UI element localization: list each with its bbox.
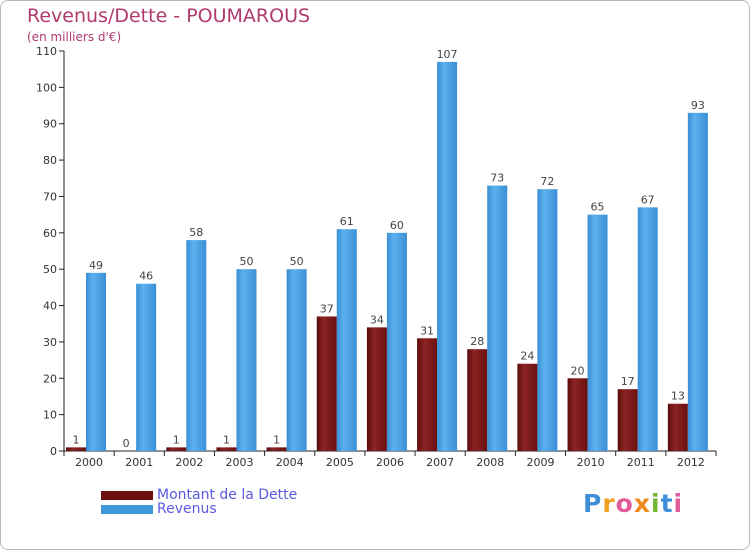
bars <box>66 61 708 452</box>
legend-item-revenus: Revenus <box>101 501 217 517</box>
data-label-revenus: 61 <box>340 215 354 228</box>
bar-dette <box>366 327 387 451</box>
data-label-dette: 1 <box>223 433 230 446</box>
y-tick-label: 70 <box>43 190 57 203</box>
data-label-revenus: 65 <box>591 201 605 214</box>
x-tick-label: 2008 <box>476 456 504 469</box>
proxiti-logo: Proxiti <box>583 489 684 518</box>
y-tick-label: 100 <box>36 81 57 94</box>
data-label-revenus: 60 <box>390 219 404 232</box>
bar-dette <box>467 349 488 451</box>
data-label-dette: 1 <box>273 433 280 446</box>
y-tick-label: 0 <box>50 445 57 458</box>
legend-label-revenus: Revenus <box>157 501 217 517</box>
data-label-dette: 31 <box>420 324 434 337</box>
y-tick-label: 110 <box>36 45 57 58</box>
x-tick-label: 2004 <box>276 456 304 469</box>
x-tick-label: 2000 <box>75 456 103 469</box>
x-tick-label: 2011 <box>627 456 655 469</box>
data-label-revenus: 73 <box>490 172 504 185</box>
bar-revenus <box>687 112 708 452</box>
bar-dette <box>66 447 86 451</box>
x-tick-label: 2001 <box>125 456 153 469</box>
y-tick-label: 50 <box>43 263 57 276</box>
x-tick-label: 2012 <box>677 456 705 469</box>
chart-title: Revenus/Dette - POUMAROUS <box>27 5 311 27</box>
y-tick-label: 30 <box>43 336 57 349</box>
bar-revenus <box>236 269 257 451</box>
y-tick-label: 20 <box>43 372 57 385</box>
data-label-dette: 13 <box>671 390 685 403</box>
data-label-dette: 17 <box>621 375 635 388</box>
data-label-dette: 1 <box>173 433 180 446</box>
x-tick-label: 2005 <box>326 456 354 469</box>
data-label-revenus: 50 <box>239 255 253 268</box>
bar-revenus <box>637 207 658 451</box>
data-label-revenus: 107 <box>437 48 458 61</box>
x-tick-label: 2003 <box>226 456 254 469</box>
bar-dette <box>216 447 237 451</box>
chart-subtitle: (en milliers d'€) <box>27 30 122 44</box>
bar-revenus <box>286 269 307 451</box>
data-label-dette: 37 <box>320 302 334 315</box>
x-tick-label: 2006 <box>376 456 404 469</box>
y-tick-label: 10 <box>43 409 57 422</box>
data-label-revenus: 67 <box>641 193 655 206</box>
bar-dette <box>667 403 688 451</box>
data-label-dette: 20 <box>571 364 585 377</box>
data-label-revenus: 50 <box>290 255 304 268</box>
bar-dette <box>567 378 588 451</box>
x-tick-label: 2010 <box>577 456 605 469</box>
bar-dette <box>266 447 287 451</box>
bar-revenus <box>186 240 207 451</box>
data-label-revenus: 72 <box>540 175 554 188</box>
x-tick-label: 2007 <box>426 456 454 469</box>
bar-revenus <box>587 214 608 451</box>
x-tick-label: 2009 <box>526 456 554 469</box>
data-labels: 1 49 0 46 1 58 1 50 1 50 37 61 34 60 31 107 28 73 24 72 20 65… <box>73 48 705 450</box>
data-label-dette: 0 <box>123 437 130 450</box>
y-tick-label: 90 <box>43 118 57 131</box>
bar-dette <box>316 316 337 451</box>
legend-swatch-dette <box>101 490 153 500</box>
data-label-dette: 34 <box>370 313 384 326</box>
bar-dette <box>617 389 638 451</box>
data-label-revenus: 93 <box>691 99 705 112</box>
data-label-dette: 28 <box>470 335 484 348</box>
data-label-revenus: 58 <box>189 226 203 239</box>
data-label-revenus: 46 <box>139 270 153 283</box>
x-tick-label: 2002 <box>175 456 203 469</box>
y-tick-label: 40 <box>43 300 57 313</box>
bar-revenus <box>136 283 157 451</box>
bar-revenus <box>86 272 106 451</box>
bar-revenus <box>537 189 558 451</box>
bar-revenus <box>437 61 458 452</box>
bar-revenus <box>487 185 508 451</box>
y-tick-label: 80 <box>43 154 57 167</box>
bar-dette <box>517 363 538 451</box>
legend-label-dette: Montant de la Dette <box>157 487 298 503</box>
bar-dette <box>417 338 438 451</box>
bar-dette <box>166 447 187 451</box>
data-label-revenus: 49 <box>89 259 103 272</box>
bar-revenus <box>386 232 407 451</box>
bar-revenus <box>336 229 357 451</box>
legend-item-dette: Montant de la Dette <box>101 487 297 503</box>
data-label-dette: 1 <box>73 433 80 446</box>
data-label-dette: 24 <box>520 350 534 363</box>
legend-swatch-revenus <box>101 504 153 514</box>
y-tick-label: 60 <box>43 227 57 240</box>
